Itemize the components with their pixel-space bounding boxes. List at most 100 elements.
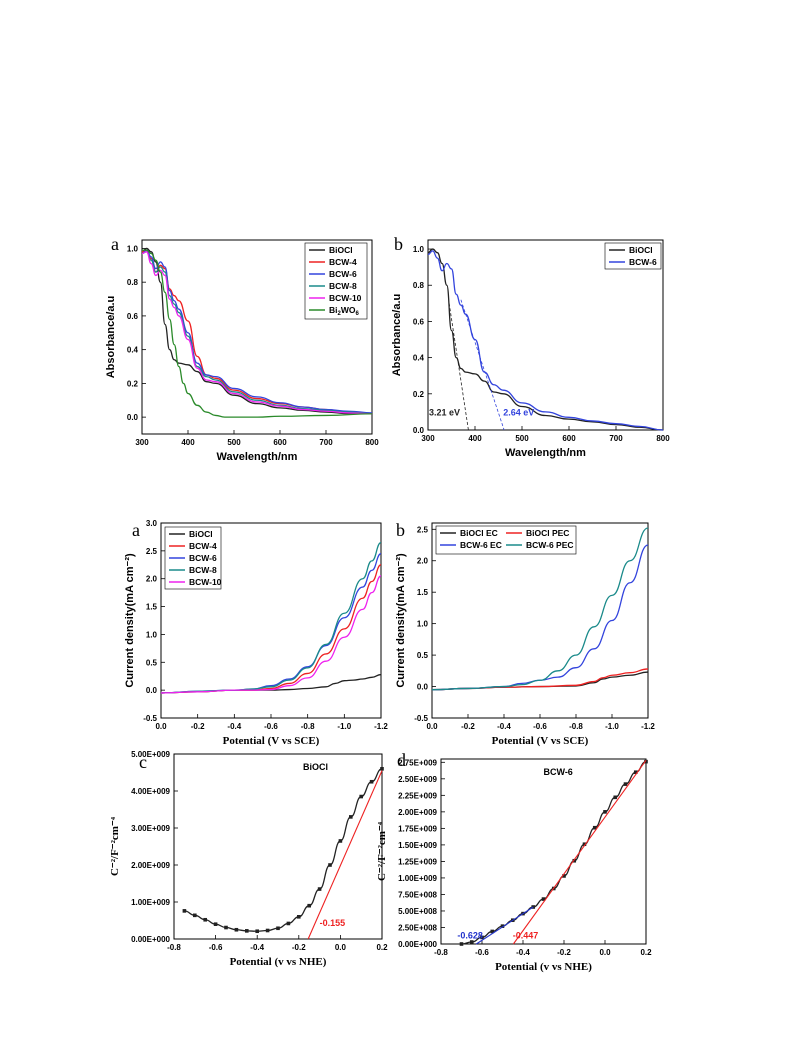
y-tick-label: 1.0 bbox=[413, 245, 425, 254]
y-tick-label: 0.6 bbox=[127, 312, 139, 321]
y-tick-label: 0.4 bbox=[127, 346, 139, 355]
y-tick-label: 2.0 bbox=[417, 557, 429, 566]
series-line-3 bbox=[431, 544, 649, 691]
data-point bbox=[541, 897, 546, 901]
x-tick-label: 0.2 bbox=[640, 948, 652, 957]
legend-label: BCW-6 bbox=[629, 257, 657, 267]
y-tick-label: 1.00E+009 bbox=[131, 898, 170, 907]
y-tick-label: 2.75E+009 bbox=[398, 758, 437, 767]
legend-top-a: BiOCl BCW-4 BCW-6 BCW-8 BCW-10 Bi2WO6 bbox=[304, 242, 368, 320]
legend-top-b: BiOCl BCW-6 bbox=[604, 242, 662, 270]
y-tick-label: -0.5 bbox=[414, 714, 428, 723]
x-tick-label: -0.6 bbox=[264, 722, 278, 731]
x-tick-label: -1.2 bbox=[374, 722, 388, 731]
y-tick-label: 1.0 bbox=[146, 630, 158, 639]
x-tick-label: 600 bbox=[273, 438, 287, 447]
y-tick-label: 1.50E+009 bbox=[398, 841, 437, 850]
x-tick-label: -0.8 bbox=[167, 943, 181, 952]
legend-label: BCW-4 bbox=[189, 541, 217, 551]
legend-label: BCW-10 bbox=[189, 577, 222, 587]
y-tick-label: 0.5 bbox=[146, 658, 158, 667]
series-line-1 bbox=[141, 247, 372, 415]
y-tick-label: 0.0 bbox=[413, 426, 425, 435]
x-axis-label: Wavelength/nm bbox=[505, 447, 586, 459]
y-tick-label: 1.0 bbox=[417, 620, 429, 629]
data-point bbox=[592, 825, 597, 830]
legend-mid-b: BiOCl EC BiOCl PEC BCW-6 EC BCW-6 PEC bbox=[435, 525, 577, 555]
legend-box bbox=[604, 242, 662, 270]
y-tick-label: 7.50E+008 bbox=[398, 890, 437, 899]
series-line-4 bbox=[431, 527, 649, 691]
legend-label: BiOCl bbox=[189, 529, 213, 539]
data-point bbox=[182, 909, 187, 913]
data-point bbox=[633, 770, 638, 775]
plot-frame bbox=[141, 239, 373, 435]
data-point bbox=[469, 940, 474, 944]
annotation-flatband-biocl: -0.155 bbox=[320, 918, 346, 928]
data-point bbox=[480, 935, 484, 940]
y-tick-label: 0.2 bbox=[127, 379, 139, 388]
chart-3: a0.0 -0.2 -0.4 -0.6 -0.8 -1.0 -1.2-0.50.00.51.… bbox=[124, 519, 388, 747]
legend-label: Bi2WO6 bbox=[329, 305, 359, 317]
x-tick-label: 0.0 bbox=[426, 722, 438, 731]
panel-letter: a bbox=[111, 234, 119, 254]
x-axis-label: Potential (v vs NHE) bbox=[230, 956, 327, 968]
tangent-line-biocl bbox=[448, 303, 469, 431]
x-tick-label: -1.0 bbox=[605, 722, 619, 731]
data-point bbox=[644, 759, 648, 764]
legend-label: BCW-10 bbox=[329, 293, 362, 303]
annotation-flatband-red: -0.447 bbox=[513, 931, 539, 941]
x-tick-label: 600 bbox=[562, 434, 576, 443]
data-point bbox=[224, 925, 228, 930]
panel-letter: d bbox=[397, 750, 406, 770]
x-tick-label: 300 bbox=[421, 434, 435, 443]
legend-label: BCW-6 bbox=[189, 553, 217, 563]
y-tick-label: 5.00E+009 bbox=[131, 750, 170, 759]
x-tick-label: -0.2 bbox=[191, 722, 205, 731]
x-tick-label: -0.6 bbox=[209, 943, 223, 952]
y-tick-label: 2.50E+009 bbox=[398, 775, 437, 784]
y-tick-label: 1.0 bbox=[127, 244, 139, 253]
data-point bbox=[603, 810, 607, 814]
x-tick-label: -0.6 bbox=[475, 948, 489, 957]
y-tick-label: 2.00E+009 bbox=[398, 808, 437, 817]
legend-label: BiOCl bbox=[329, 245, 353, 255]
chart-5: c -0.8 -0.6 -0.4 -0.2 0.0 0.2 0.00E+000 1.00E+00… bbox=[109, 750, 388, 968]
data-point bbox=[213, 922, 218, 926]
y-tick-label: 2.50E+008 bbox=[398, 923, 437, 932]
y-axis-label: Current density(mA cm⁻²) bbox=[395, 553, 407, 688]
y-tick-label: 0.0 bbox=[127, 413, 139, 422]
data-point bbox=[572, 858, 577, 863]
y-tick-label: 1.00E+009 bbox=[398, 874, 437, 883]
x-tick-label: -0.8 bbox=[569, 722, 583, 731]
panel-letter: a bbox=[132, 520, 140, 540]
series-line-6 bbox=[142, 249, 373, 418]
series-line-1 bbox=[461, 760, 647, 945]
data-point bbox=[623, 782, 628, 786]
y-tick-label: 0.5 bbox=[417, 651, 429, 660]
y-tick-label: 2.00E+009 bbox=[131, 861, 170, 870]
chart-6: d -0.8 -0.6 -0.4 -0.2 0.0 0.2 0.00E+000 2.50E+00… bbox=[376, 750, 652, 973]
y-tick-label: 5.00E+008 bbox=[398, 907, 437, 916]
legend-label: BCW-8 bbox=[189, 565, 217, 575]
fit-line-1 bbox=[512, 759, 647, 945]
plot-frame bbox=[427, 239, 664, 431]
legend-box bbox=[304, 242, 368, 320]
x-tick-label: 800 bbox=[365, 438, 379, 447]
x-axis-label: Potential (V vs SCE) bbox=[223, 735, 320, 747]
data-point bbox=[255, 929, 259, 934]
plot-frame bbox=[440, 758, 647, 945]
series-line-2 bbox=[431, 668, 649, 691]
data-point bbox=[613, 795, 618, 800]
x-tick-label: 700 bbox=[609, 434, 623, 443]
y-tick-label: 0.0 bbox=[417, 683, 429, 692]
data-point bbox=[582, 842, 587, 847]
x-axis-label: Potential (V vs SCE) bbox=[492, 735, 589, 747]
x-tick-label: -1.2 bbox=[641, 722, 655, 731]
legend-label: BCW-6 EC bbox=[460, 540, 502, 550]
series-line-1 bbox=[427, 248, 664, 431]
tangent-line-bcw6 bbox=[460, 299, 505, 431]
y-tick-label: 4.00E+009 bbox=[131, 787, 170, 796]
x-tick-label: 0.0 bbox=[155, 722, 167, 731]
